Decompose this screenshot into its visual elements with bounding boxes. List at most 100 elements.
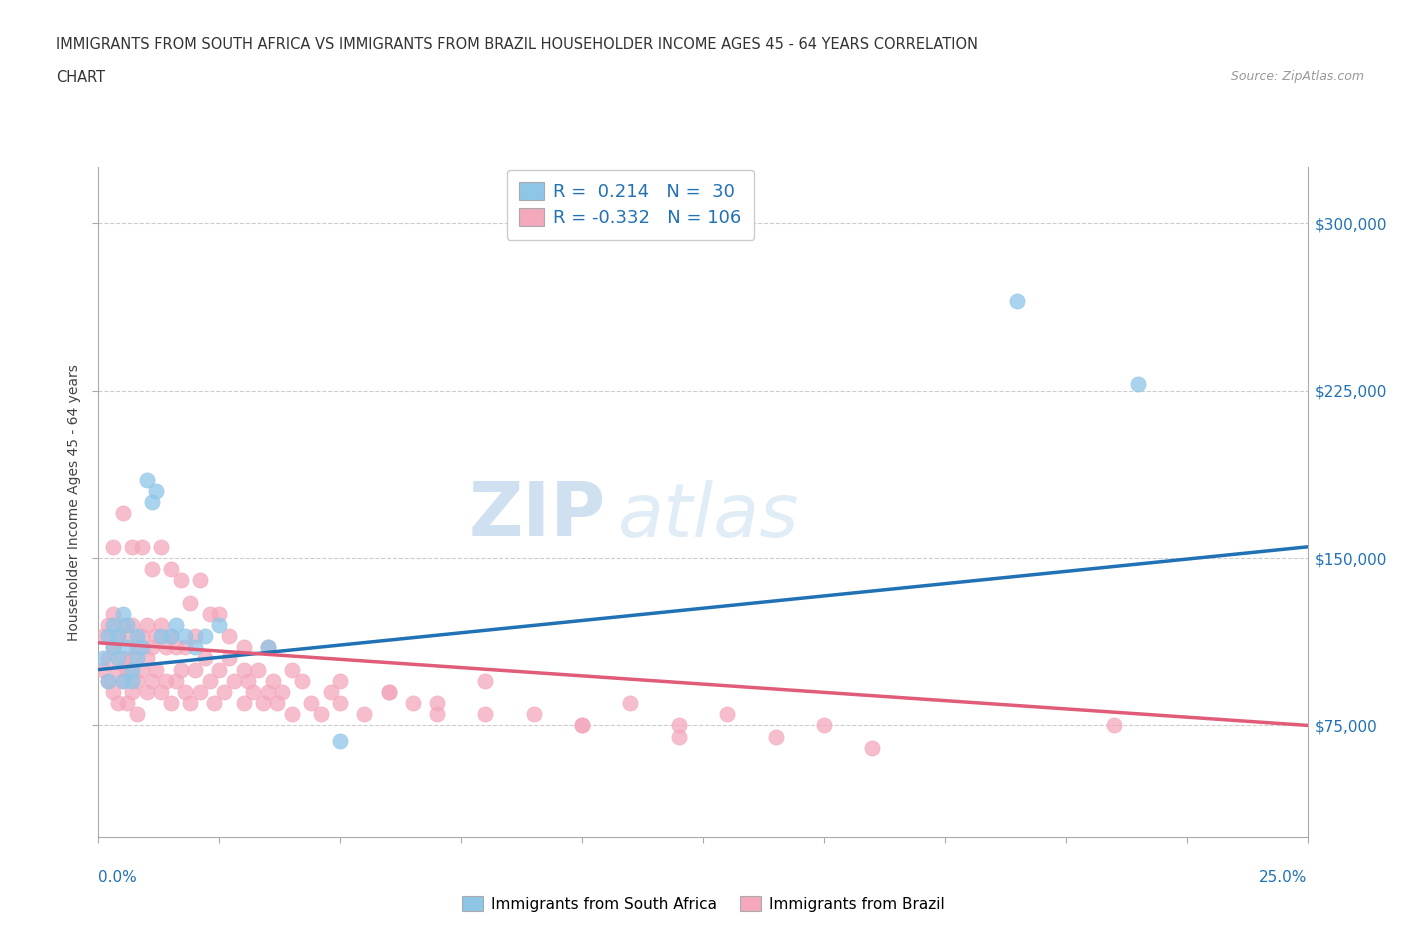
Point — [155, 673, 177, 688]
Point — [160, 562, 183, 577]
Point — [165, 618, 187, 632]
Point — [107, 651, 129, 666]
Point — [150, 684, 173, 699]
Point — [174, 640, 197, 655]
Point — [127, 629, 149, 644]
Point — [222, 673, 245, 688]
Point — [426, 707, 449, 722]
Point — [107, 662, 129, 677]
Legend: Immigrants from South Africa, Immigrants from Brazil: Immigrants from South Africa, Immigrants… — [456, 890, 950, 918]
Point — [101, 640, 124, 655]
Point — [121, 618, 143, 632]
Point — [242, 684, 264, 699]
Point — [101, 606, 124, 621]
Point — [860, 740, 883, 755]
Point — [716, 707, 738, 722]
Point — [402, 696, 425, 711]
Point — [101, 539, 124, 554]
Point — [169, 662, 191, 677]
Point — [353, 707, 375, 722]
Text: CHART: CHART — [56, 70, 105, 85]
Point — [179, 595, 201, 610]
Point — [319, 684, 342, 699]
Point — [101, 618, 124, 632]
Text: 0.0%: 0.0% — [98, 870, 138, 885]
Point — [97, 673, 120, 688]
Point — [135, 618, 157, 632]
Point — [212, 684, 235, 699]
Legend: R =  0.214   N =  30, R = -0.332   N = 106: R = 0.214 N = 30, R = -0.332 N = 106 — [506, 170, 755, 240]
Point — [97, 651, 120, 666]
Point — [218, 629, 240, 644]
Point — [1128, 377, 1150, 392]
Point — [97, 618, 120, 632]
Point — [198, 673, 221, 688]
Point — [619, 696, 641, 711]
Point — [377, 684, 399, 699]
Point — [281, 707, 304, 722]
Text: IMMIGRANTS FROM SOUTH AFRICA VS IMMIGRANTS FROM BRAZIL HOUSEHOLDER INCOME AGES 4: IMMIGRANTS FROM SOUTH AFRICA VS IMMIGRAN… — [56, 37, 979, 52]
Text: ZIP: ZIP — [470, 479, 606, 552]
Point — [765, 729, 787, 744]
Point — [329, 696, 352, 711]
Point — [117, 629, 139, 644]
Point — [1102, 718, 1125, 733]
Point — [145, 629, 167, 644]
Point — [160, 629, 183, 644]
Point — [184, 640, 207, 655]
Point — [111, 506, 134, 521]
Point — [169, 573, 191, 588]
Point — [117, 662, 139, 677]
Point — [127, 673, 149, 688]
Point — [571, 718, 593, 733]
Point — [160, 696, 183, 711]
Point — [256, 640, 278, 655]
Point — [252, 696, 274, 711]
Text: Source: ZipAtlas.com: Source: ZipAtlas.com — [1230, 70, 1364, 83]
Y-axis label: Householder Income Ages 45 - 64 years: Householder Income Ages 45 - 64 years — [67, 364, 82, 641]
Point — [131, 539, 153, 554]
Point — [135, 472, 157, 487]
Point — [198, 606, 221, 621]
Point — [127, 640, 149, 655]
Point — [150, 539, 173, 554]
Point — [174, 629, 197, 644]
Text: atlas: atlas — [619, 480, 800, 551]
Point — [111, 673, 134, 688]
Point — [204, 696, 226, 711]
Point — [474, 673, 496, 688]
Point — [281, 662, 304, 677]
Point — [117, 696, 139, 711]
Point — [232, 696, 254, 711]
Point — [329, 734, 352, 749]
Point — [165, 673, 187, 688]
Point — [232, 662, 254, 677]
Point — [668, 718, 690, 733]
Point — [188, 573, 211, 588]
Point — [150, 629, 173, 644]
Point — [188, 684, 211, 699]
Point — [247, 662, 270, 677]
Point — [121, 662, 143, 677]
Point — [426, 696, 449, 711]
Point — [145, 662, 167, 677]
Point — [127, 651, 149, 666]
Point — [256, 684, 278, 699]
Point — [117, 618, 139, 632]
Point — [111, 606, 134, 621]
Point — [101, 684, 124, 699]
Point — [145, 484, 167, 498]
Point — [91, 651, 114, 666]
Point — [266, 696, 288, 711]
Point — [571, 718, 593, 733]
Point — [208, 662, 231, 677]
Point — [218, 651, 240, 666]
Point — [91, 629, 114, 644]
Point — [232, 640, 254, 655]
Point — [117, 640, 139, 655]
Point — [208, 606, 231, 621]
Point — [271, 684, 294, 699]
Point — [141, 640, 163, 655]
Point — [523, 707, 546, 722]
Point — [179, 696, 201, 711]
